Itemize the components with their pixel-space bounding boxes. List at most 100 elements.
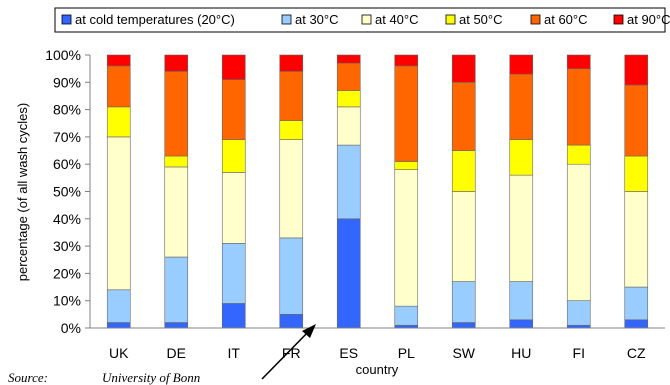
bar-segment — [106, 65, 131, 108]
y-tick-label: 30% — [53, 238, 81, 254]
y-tick-label: 10% — [53, 293, 81, 309]
bar-segment — [221, 139, 246, 173]
x-tick-label: FR — [282, 345, 301, 361]
y-axis-title: percentage (of all wash cycles) — [15, 103, 30, 281]
bar-segment — [106, 54, 131, 67]
bar-segment — [164, 71, 189, 157]
legend-label: at 50°C — [459, 12, 503, 27]
bar-segment — [394, 161, 419, 170]
legend-swatch — [281, 14, 292, 25]
bar-segment — [509, 54, 534, 75]
y-tick-label: 80% — [53, 102, 81, 118]
x-axis-title: country — [356, 362, 399, 377]
y-tick-label: 60% — [53, 156, 81, 172]
bar-segment — [509, 319, 534, 329]
bar-segment — [624, 191, 649, 288]
bar-segment — [279, 237, 304, 315]
bar-segment — [279, 120, 304, 140]
bar-segment — [451, 322, 476, 329]
bar-segment — [221, 79, 246, 140]
y-tick-label: 20% — [53, 265, 81, 281]
bar-segment — [394, 54, 419, 67]
x-tick-label: DE — [167, 345, 186, 361]
bar-segment — [451, 281, 476, 323]
y-tick-label: 100% — [45, 47, 81, 63]
bar-segment — [164, 54, 189, 72]
x-tick-label: IT — [228, 345, 241, 361]
bar-segment — [221, 54, 246, 80]
bar-segment — [221, 172, 246, 244]
y-tick-label: 50% — [53, 184, 81, 200]
bar-segment — [279, 54, 304, 72]
bar-segment — [336, 54, 361, 64]
legend-swatch — [445, 14, 456, 25]
y-tick-label: 90% — [53, 74, 81, 90]
bar-segment — [394, 169, 419, 307]
legend-label: at 40°C — [375, 12, 419, 27]
source-value: University of Bonn — [102, 370, 200, 385]
legend-swatch — [61, 14, 72, 25]
bar-segment — [624, 84, 649, 157]
bar-segment — [221, 243, 246, 304]
bar-segment — [164, 322, 189, 329]
legend-label: at 90°C — [627, 12, 670, 27]
legend-label: at 60°C — [544, 12, 588, 27]
bar-segment — [509, 139, 534, 176]
legend: at cold temperatures (20°C) at 30°C at 40°… — [54, 7, 670, 33]
x-tick-label: FI — [573, 345, 585, 361]
bar-segment — [336, 90, 361, 108]
bar-segment — [624, 155, 649, 192]
bar-segment — [336, 62, 361, 91]
bar-segment — [221, 303, 246, 329]
legend-swatch — [361, 14, 372, 25]
x-tick-label: ES — [339, 345, 358, 361]
bar-segment — [509, 73, 534, 140]
bar-segment — [566, 163, 591, 301]
bar-segment — [106, 322, 131, 329]
arrow-annotation — [261, 324, 316, 380]
legend-box — [54, 7, 666, 33]
bar-segment — [394, 305, 419, 326]
legend-label: at cold temperatures (20°C) — [75, 12, 235, 27]
x-tick-label: HU — [511, 345, 531, 361]
x-tick-label: PL — [398, 345, 415, 361]
bar-segment — [624, 286, 649, 321]
bar-segment — [509, 174, 534, 282]
bar-segment — [624, 54, 649, 86]
y-tick-label: 70% — [53, 129, 81, 145]
bar-segment — [336, 144, 361, 220]
bar-segment — [394, 65, 419, 162]
y-tick-label: 40% — [53, 211, 81, 227]
x-tick-label: UK — [109, 345, 129, 361]
bar-segment — [336, 106, 361, 146]
bar-segment — [566, 300, 591, 326]
bar-segment — [279, 139, 304, 239]
x-tick-label: SW — [452, 345, 475, 361]
bar-segment — [451, 82, 476, 151]
bar-segment — [566, 144, 591, 165]
plot-area: 0% 10% 20% 30% 40% 50% 60% 70% 80% 90% 100% UK DE IT… — [45, 47, 665, 361]
bar-segment — [509, 281, 534, 321]
bar-segment — [106, 106, 131, 138]
bar-segment — [566, 68, 591, 146]
bar-segment — [279, 314, 304, 329]
bar-segment — [164, 155, 189, 168]
bar-segment — [451, 54, 476, 83]
source-label: Source: — [8, 370, 48, 385]
bar-segment — [451, 150, 476, 192]
bar-segment — [624, 319, 649, 329]
bar-segment — [451, 191, 476, 282]
x-tick-label: CZ — [627, 345, 646, 361]
bar-segment — [164, 166, 189, 258]
bar-segment — [336, 218, 361, 329]
bar-segment — [566, 54, 591, 69]
legend-swatch — [613, 14, 624, 25]
legend-swatch — [530, 14, 541, 25]
bar-segment — [106, 136, 131, 291]
bar-segment — [106, 289, 131, 323]
y-tick-label: 0% — [61, 320, 81, 336]
bar-segment — [164, 256, 189, 323]
legend-label: at 30°C — [295, 12, 339, 27]
bar-segment — [279, 71, 304, 121]
